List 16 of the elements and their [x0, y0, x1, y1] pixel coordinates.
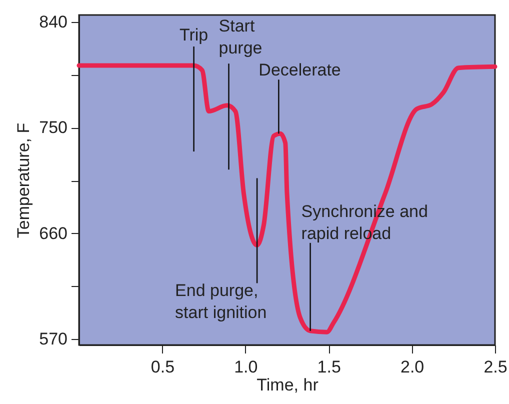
- annotation: End purge, start ignition: [175, 281, 267, 322]
- x-axis-title: Time, hr: [256, 376, 319, 394]
- x-tick-label: 1.0: [234, 358, 258, 376]
- line-series: [76, 63, 498, 334]
- x-tick-label: 2.5: [484, 358, 508, 376]
- x-tick-label: 0.5: [150, 358, 175, 376]
- y-tick-label: 750: [39, 118, 68, 138]
- x-tick-label: 2.0: [400, 358, 424, 376]
- y-tick-label: 840: [39, 12, 68, 32]
- annotation: Decelerate: [258, 60, 341, 80]
- y-tick-label: 660: [39, 224, 68, 243]
- annotation: Start purge: [218, 16, 262, 58]
- annotation: Trip: [179, 26, 208, 44]
- y-tick-label: 570: [39, 330, 68, 349]
- y-axis-title: Temperature, F: [14, 122, 34, 238]
- x-tick-label: 1.5: [317, 358, 341, 376]
